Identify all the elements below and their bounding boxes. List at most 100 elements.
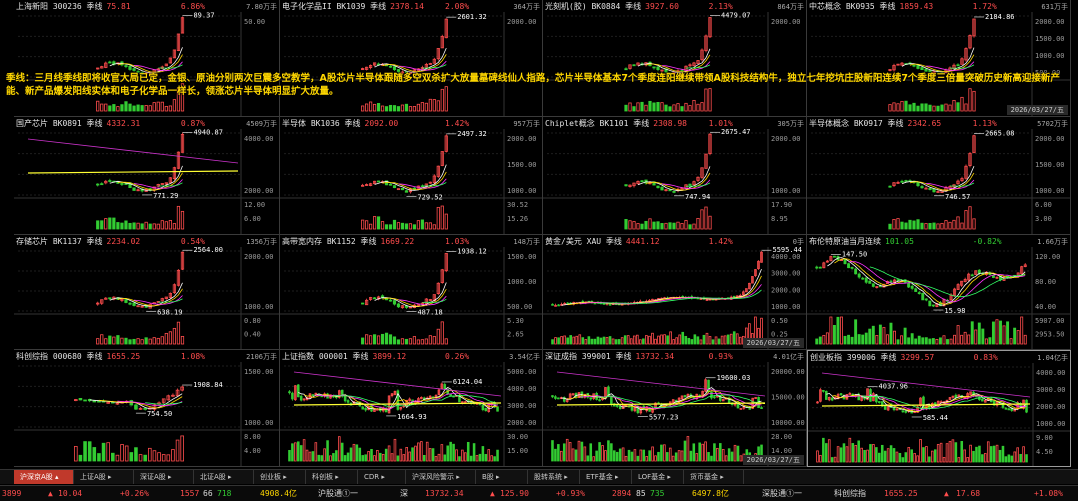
chart-panel[interactable]: 120.00 80.00 40.00 5907.00 2953.50 147.50 15.9… xyxy=(807,235,1071,350)
volume-bar xyxy=(1022,446,1025,463)
volume-bar xyxy=(688,105,692,112)
candle-body xyxy=(400,187,405,191)
y-tick-label: 1000.00 xyxy=(1035,187,1065,195)
candle-body xyxy=(872,393,875,402)
candle-body xyxy=(108,61,112,64)
chart-panel[interactable]: 2000.00 1500.00 1000.00 30.52 15.26 2497.32 72… xyxy=(280,117,543,235)
volume-bar xyxy=(384,224,389,230)
volume-bar xyxy=(387,445,391,462)
chart-panel[interactable]: 2000.00 1000.00 17.90 8.95 2675.47 747.94 Chip… xyxy=(543,117,807,235)
volume-bar xyxy=(938,337,942,345)
volume-bar xyxy=(1020,316,1024,345)
market-tab[interactable]: 货币基金 ▸ xyxy=(684,470,744,484)
candle-body xyxy=(388,183,393,186)
volume-bar xyxy=(636,223,640,230)
volume-tick-label: 6.00 xyxy=(1035,201,1052,209)
market-tab[interactable]: CDR ▸ xyxy=(358,470,406,484)
chart-panel[interactable]: 2000.00 1500.00 1000.00 500.00 2184.86 中芯概念 B… xyxy=(807,0,1071,117)
market-tab[interactable]: 北证A股 ▸ xyxy=(194,470,254,484)
candle-body xyxy=(171,394,175,397)
market-tab[interactable]: LOF基金 ▸ xyxy=(632,470,684,484)
volume-bar xyxy=(916,105,920,112)
last-price: 2378.14 xyxy=(390,2,424,11)
volume-bar xyxy=(921,337,925,345)
candle-body xyxy=(896,63,900,66)
volume-bar xyxy=(700,209,704,230)
volume-bar xyxy=(124,337,128,345)
volume-bar xyxy=(296,441,300,462)
volume-bar xyxy=(695,453,699,462)
volume-bar xyxy=(656,221,660,230)
volume-bar xyxy=(875,335,879,345)
volume-bar xyxy=(143,454,147,462)
pct-change: 1.42% xyxy=(708,237,733,246)
volume-bar xyxy=(367,451,370,462)
chart-panel[interactable]: 5000.00 4000.00 3000.00 2000.00 30.00 15.00 61… xyxy=(280,350,543,467)
candle-body xyxy=(458,395,461,403)
market-tab[interactable]: 深证A股 ▸ xyxy=(134,470,194,484)
volume-bar xyxy=(964,103,968,112)
candle-body xyxy=(972,135,976,154)
volume-bar xyxy=(607,440,610,462)
volume-bar xyxy=(134,447,138,462)
chart-panel[interactable]: 1500.00 1000.00 8.00 4.00 1908.84 754.50 科创综指 … xyxy=(14,350,280,467)
volume-bar xyxy=(624,455,628,462)
market-tab[interactable]: ETF基金 ▸ xyxy=(580,470,632,484)
candle-body xyxy=(388,299,393,302)
candle-body xyxy=(660,69,664,72)
volume-bar xyxy=(628,220,632,230)
candle-body xyxy=(440,151,444,166)
volume-bar xyxy=(168,331,172,345)
volume-bar xyxy=(343,455,347,462)
y-tick-label: 2000.00 xyxy=(1035,18,1065,26)
hk-connect-sz[interactable]: 深股通①一 xyxy=(762,489,802,498)
chart-panel[interactable]: 4000.00 2000.00 12.00 6.00 4940.87 771.29 国产芯片… xyxy=(14,117,280,235)
volume-bar xyxy=(1013,451,1017,463)
volume-bar xyxy=(380,333,385,345)
chart-panel[interactable]: 1500.00 1000.00 500.00 5.30 2.65 1938.12 487.1… xyxy=(280,235,543,350)
chart-panel[interactable]: 20000.00 15000.00 10000.00 28.00 14.00 19600.… xyxy=(543,350,807,467)
volume-bar xyxy=(311,451,315,462)
market-tab[interactable]: B股 ▸ xyxy=(476,470,528,484)
volume-bar xyxy=(898,452,902,463)
chart-panel[interactable]: 4000.00 3000.00 2000.00 1000.00 0.50 0.25 5595… xyxy=(543,235,807,350)
volume-bar xyxy=(144,221,148,230)
candle-body xyxy=(1025,399,1028,413)
chart-panel[interactable]: 2000.00 2601.32 电子化学品II BK1039 季线 2378.14 2.… xyxy=(280,0,543,117)
candle-body xyxy=(444,135,448,152)
candle-body xyxy=(361,184,365,187)
volume-bar xyxy=(630,451,634,462)
candle-body xyxy=(818,266,822,269)
market-tab[interactable]: 科创板 ▸ xyxy=(306,470,358,484)
chart-panel[interactable]: 2000.00 1500.00 1000.00 6.00 3.00 2665.08 746.… xyxy=(807,117,1071,235)
chart-panel[interactable]: 2000.00 1000.00 0.80 0.40 2564.00 638.19 存储芯片 … xyxy=(14,235,280,350)
moving-average-line xyxy=(398,178,447,189)
sz-index-pct: +0.93% xyxy=(556,489,585,498)
volume-bar xyxy=(172,99,177,112)
low-marker-label: 15.98 xyxy=(944,307,965,315)
market-tab[interactable]: 沪深风险警示 ▸ xyxy=(406,470,476,484)
hk-connect-sh[interactable]: 沪股通①一 xyxy=(318,489,358,498)
market-tab[interactable]: 上证A股 ▸ xyxy=(74,470,134,484)
volume-bar xyxy=(166,454,171,462)
market-tab[interactable]: 股转系统 ▸ xyxy=(528,470,580,484)
volume-bar xyxy=(1016,330,1020,345)
candle-body xyxy=(302,398,306,401)
market-tab[interactable]: 创业板 ▸ xyxy=(254,470,306,484)
volume-bar xyxy=(461,449,464,462)
y-tick-label: 1500.00 xyxy=(1035,161,1065,169)
chart-panel[interactable]: 4000.00 3000.00 2000.00 1000.00 9.00 4.50 4037… xyxy=(807,350,1071,467)
moving-average-line xyxy=(637,166,711,192)
market-tab[interactable]: 沪深京A股 ▴ xyxy=(14,470,74,484)
volume-bar xyxy=(392,105,397,112)
chart-panel[interactable]: 2000.00 4479.07 光刻机(胶) BK0884 季线 3927.60 2.1… xyxy=(543,0,807,117)
volume-bar xyxy=(892,102,896,112)
volume-bar xyxy=(936,444,940,463)
low-marker-label: 747.94 xyxy=(685,193,710,201)
candle-body xyxy=(400,305,405,309)
trend-line xyxy=(556,371,766,397)
volume-bar xyxy=(593,338,597,345)
chart-panel[interactable]: 50.00 89.37 上海新阳 300236 季线 75.81 6.86% 7.80万手 xyxy=(14,0,280,117)
y-tick-label: 2000.00 xyxy=(507,18,537,26)
volume-bar xyxy=(171,449,175,462)
